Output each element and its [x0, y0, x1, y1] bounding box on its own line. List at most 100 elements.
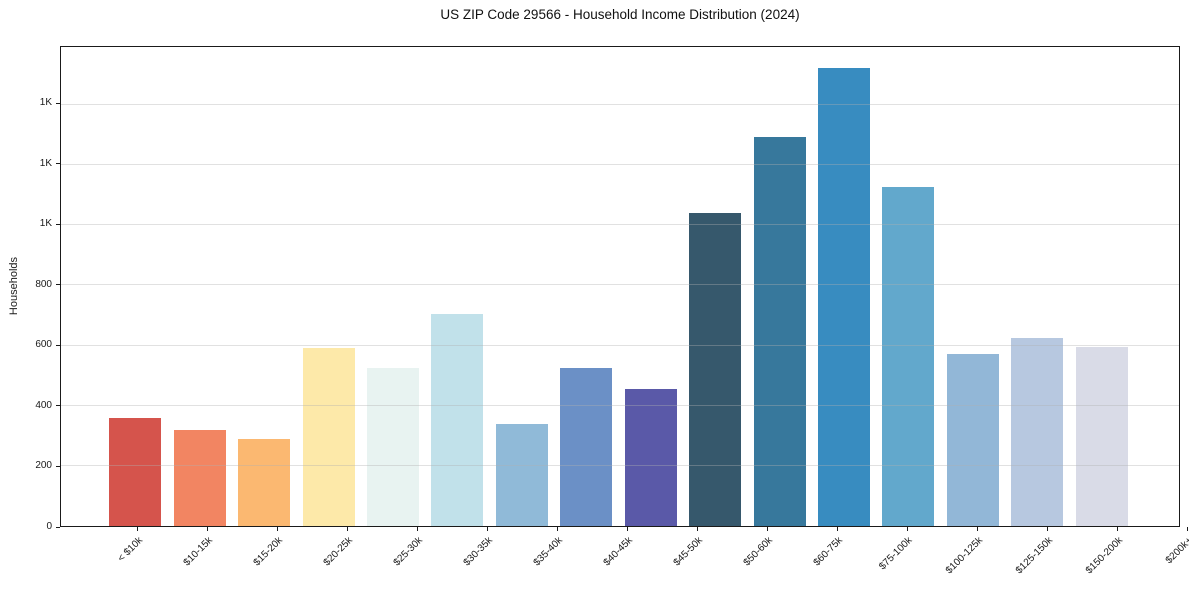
x-tick-slot: $150-200k [1082, 527, 1152, 589]
x-tick-slot: $60-75k [802, 527, 872, 589]
x-tick-mark [347, 527, 348, 531]
bar-slot [490, 47, 554, 526]
y-tick-label: 400 [35, 399, 52, 411]
x-tick-slot: $20-25k [312, 527, 382, 589]
bar-slot [747, 47, 811, 526]
x-tick-label: $25-30k [391, 535, 425, 569]
bar-10-15k [173, 429, 226, 526]
bar-40-45k [560, 367, 613, 526]
x-tick-slot: $40-45k [592, 527, 662, 589]
x-tick-label: $100-125k [943, 535, 985, 577]
bar-slot [554, 47, 618, 526]
bar-slot [619, 47, 683, 526]
x-tick-mark [767, 527, 768, 531]
bar-20-25k [302, 348, 355, 526]
bar-125-150k [946, 354, 999, 526]
x-tick-label: $45-50k [671, 535, 705, 569]
bar-75-100k [818, 68, 871, 526]
x-tick-mark [207, 527, 208, 531]
x-tick-slot: $25-30k [382, 527, 452, 589]
x-tick-slot: $75-100k [872, 527, 942, 589]
y-tick-label: 800 [35, 278, 52, 290]
x-tick-slot: $100-125k [942, 527, 1012, 589]
x-tick-slot: $200k+ [1152, 527, 1189, 589]
x-tick-label: $40-45k [601, 535, 635, 569]
y-tick-label: 1K [39, 97, 52, 109]
x-tick-label: $30-35k [461, 535, 495, 569]
bar-45-50k [624, 388, 677, 526]
x-tick-slot: $30-35k [452, 527, 522, 589]
y-axis: 0 200 400 600 800 1K 1K 1K [0, 46, 60, 532]
x-tick-mark [487, 527, 488, 531]
x-tick-mark [907, 527, 908, 531]
x-tick-mark [1187, 527, 1188, 531]
y-tick-mark [56, 284, 60, 286]
bar-slot [683, 47, 747, 526]
bar-slot [1005, 47, 1069, 526]
bar-35-40k [495, 423, 548, 526]
x-tick-label: $75-100k [877, 535, 915, 573]
x-tick-slot: $35-40k [522, 527, 592, 589]
x-tick-mark [277, 527, 278, 531]
x-tick-mark [1117, 527, 1118, 531]
x-tick-slot: $15-20k [242, 527, 312, 589]
y-tick-label: 600 [35, 339, 52, 351]
bar-slot [167, 47, 231, 526]
chart-title: US ZIP Code 29566 - Household Income Dis… [440, 7, 800, 22]
y-tick-mark [56, 405, 60, 407]
x-tick-slot: $125-150k [1012, 527, 1082, 589]
x-tick-label: $15-20k [251, 535, 285, 569]
bar-50-60k [689, 212, 742, 526]
y-tick-label: 200 [35, 460, 52, 472]
bar-15-20k [238, 438, 291, 526]
bar-10k [109, 417, 162, 526]
y-tick-mark [56, 344, 60, 346]
bar-25-30k [366, 367, 419, 526]
bar-slot [296, 47, 360, 526]
x-tick-label: $125-150k [1013, 535, 1055, 577]
x-tick-label: $10-15k [181, 535, 215, 569]
y-tick-mark [56, 526, 60, 528]
bar-200k [1075, 346, 1128, 526]
x-tick-mark [1047, 527, 1048, 531]
x-tick-mark [627, 527, 628, 531]
x-axis: < $10k $10-15k $15-20k $20-25k $25-30k $30-35… [60, 527, 1189, 589]
x-tick-label: $50-60k [741, 535, 775, 569]
x-tick-label: $200k+ [1163, 535, 1189, 567]
x-tick-mark [557, 527, 558, 531]
x-tick-label: $20-25k [321, 535, 355, 569]
y-tick-mark [56, 163, 60, 165]
bar-slot [361, 47, 425, 526]
y-tick-label: 0 [46, 521, 52, 532]
bar-slot [941, 47, 1005, 526]
x-tick-mark [137, 527, 138, 531]
bar-slot [812, 47, 876, 526]
x-tick-slot: $50-60k [732, 527, 802, 589]
x-tick-slot: $10-15k [172, 527, 242, 589]
y-tick-label: 1K [39, 218, 52, 230]
bar-slot [1070, 47, 1134, 526]
x-tick-mark [837, 527, 838, 531]
bar-60-75k [753, 137, 806, 526]
bar-slot [425, 47, 489, 526]
bar-slot [232, 47, 296, 526]
bars-layer [61, 47, 1179, 526]
x-tick-mark [697, 527, 698, 531]
bar-150-200k [1011, 337, 1064, 526]
y-tick-mark [56, 465, 60, 467]
bar-30-35k [431, 313, 484, 526]
x-tick-label: < $10k [115, 535, 145, 565]
x-tick-label: $150-200k [1083, 535, 1125, 577]
x-tick-label: $35-40k [531, 535, 565, 569]
bar-slot [876, 47, 940, 526]
y-tick-label: 1K [39, 157, 52, 169]
x-tick-mark [977, 527, 978, 531]
x-tick-slot: < $10k [102, 527, 172, 589]
plot-area [60, 46, 1180, 527]
x-tick-mark [417, 527, 418, 531]
y-tick-mark [56, 102, 60, 104]
x-tick-label: $60-75k [811, 535, 845, 569]
y-tick-mark [56, 223, 60, 225]
bar-100-125k [882, 187, 935, 526]
